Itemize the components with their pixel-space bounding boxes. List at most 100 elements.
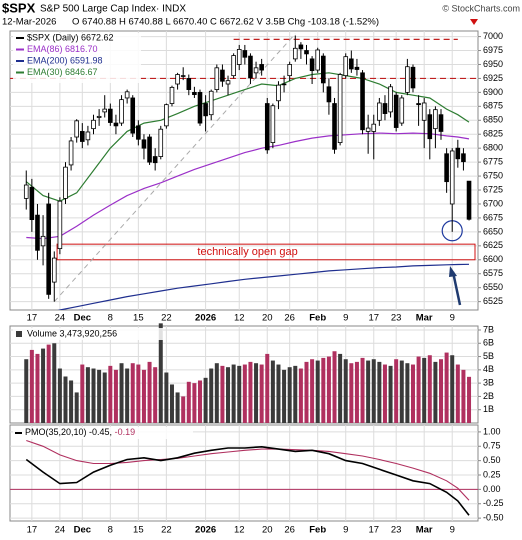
credit: © StockCharts.com bbox=[442, 3, 520, 13]
candle-body bbox=[40, 235, 46, 247]
y-tick-label: 6600 bbox=[483, 254, 503, 264]
x-tick-label: 2026 bbox=[195, 525, 216, 536]
y-tick-label: 0.25 bbox=[483, 469, 501, 479]
volume-bar bbox=[220, 365, 225, 423]
volume-bar bbox=[332, 351, 337, 423]
volume-bar bbox=[63, 376, 68, 423]
x-tick-label: Dec bbox=[74, 525, 91, 536]
volume-bar bbox=[399, 360, 404, 423]
legend-label: PMO(35,20,10) bbox=[25, 427, 87, 437]
volume-bar bbox=[136, 364, 141, 423]
candle-body bbox=[332, 103, 337, 150]
candle-body bbox=[108, 108, 113, 123]
volume-bar bbox=[254, 363, 259, 423]
volume-bar bbox=[310, 359, 315, 423]
volume-bar bbox=[354, 361, 359, 423]
y-tick-label: 4B bbox=[483, 364, 494, 374]
candle-body bbox=[449, 150, 455, 205]
candle-body bbox=[253, 67, 259, 74]
volume-bar bbox=[388, 365, 393, 423]
volume-bar bbox=[343, 359, 348, 423]
volume-bar bbox=[164, 372, 169, 423]
candle-body bbox=[248, 55, 253, 79]
volume-bar bbox=[439, 359, 444, 423]
x-tick-label: Feb bbox=[309, 313, 326, 324]
volume-bar bbox=[108, 365, 113, 423]
volume-bar bbox=[276, 364, 281, 423]
volume-bar bbox=[41, 348, 46, 423]
candle-body bbox=[326, 86, 332, 103]
volume-bar bbox=[102, 372, 107, 423]
candle-body bbox=[35, 214, 40, 251]
volume-bar bbox=[91, 368, 96, 423]
x-tick-label: 22 bbox=[161, 525, 172, 536]
x-tick-label: 8 bbox=[108, 313, 113, 324]
candle-body bbox=[96, 115, 102, 118]
candle-body bbox=[113, 122, 119, 127]
volume-bar bbox=[371, 359, 376, 423]
x-tick-label: 8 bbox=[108, 525, 113, 536]
candle-body bbox=[203, 103, 208, 117]
candle-body bbox=[68, 140, 74, 166]
volume-bar bbox=[326, 356, 331, 423]
y-tick-label: 6B bbox=[483, 338, 494, 348]
volume-bar bbox=[69, 380, 74, 423]
y-tick-label: 6750 bbox=[483, 170, 503, 180]
candle-body bbox=[354, 66, 360, 70]
volume-label: Volume 3,473,920,256 bbox=[27, 328, 117, 338]
volume-bar bbox=[455, 364, 460, 423]
y-tick-label: 7000 bbox=[483, 31, 503, 41]
candle-body bbox=[119, 99, 124, 124]
y-tick-label: 6525 bbox=[483, 296, 503, 306]
volume-bar bbox=[259, 364, 264, 423]
x-tick-label: 26 bbox=[284, 525, 295, 536]
symbol: $SPX bbox=[2, 0, 36, 15]
x-tick-label: 9 bbox=[450, 313, 455, 324]
pmo-legend: PMO(35,20,10) -0.45, -0.19 bbox=[25, 427, 135, 437]
candle-body bbox=[304, 50, 309, 55]
candle-body bbox=[360, 72, 365, 131]
x-tick-label: 15 bbox=[133, 313, 144, 324]
candle-body bbox=[130, 97, 136, 134]
candle-body bbox=[393, 94, 399, 128]
y-tick-label: 6675 bbox=[483, 212, 503, 222]
candle-body bbox=[46, 203, 51, 295]
x-tick-label: Mar bbox=[416, 313, 433, 324]
y-tick-label: 6700 bbox=[483, 198, 503, 208]
y-tick-label: 1.00 bbox=[483, 426, 501, 436]
candle-body bbox=[158, 128, 164, 157]
candle-body bbox=[287, 64, 292, 77]
volume-bar bbox=[85, 367, 90, 423]
x-tick-label: 20 bbox=[262, 525, 273, 536]
candle-body bbox=[63, 166, 68, 199]
x-tick-label: 22 bbox=[161, 313, 172, 324]
candle-body bbox=[461, 153, 466, 163]
volume-bar bbox=[130, 363, 135, 423]
y-tick-label: 6875 bbox=[483, 101, 503, 111]
x-tick-label: 9 bbox=[343, 313, 348, 324]
candle-body bbox=[214, 67, 220, 90]
candle-body bbox=[309, 58, 315, 72]
volume-bar bbox=[192, 383, 197, 423]
volume-bar bbox=[410, 364, 415, 423]
legend-box bbox=[13, 328, 163, 340]
legend-box bbox=[13, 427, 193, 439]
x-tick-label: Feb bbox=[309, 525, 326, 536]
volume-bar bbox=[444, 352, 449, 423]
candle-body bbox=[29, 186, 35, 221]
candle-body bbox=[124, 91, 130, 99]
candle-body bbox=[377, 102, 382, 121]
candle-body bbox=[455, 147, 461, 160]
candle-body bbox=[175, 74, 180, 85]
legend-label: EMA(86) 6816.70 bbox=[27, 44, 98, 54]
candle-body bbox=[51, 257, 57, 283]
date: 12-Mar-2026 bbox=[2, 17, 56, 28]
legend-label: -0.19 bbox=[115, 427, 136, 437]
legend-box bbox=[13, 33, 141, 83]
candle-body bbox=[405, 66, 410, 93]
y-tick-label: 0.00 bbox=[483, 484, 501, 494]
candle-body bbox=[259, 64, 264, 71]
volume-bar bbox=[181, 396, 186, 423]
y-tick-label: 0.75 bbox=[483, 441, 501, 451]
y-tick-label: 6900 bbox=[483, 87, 503, 97]
